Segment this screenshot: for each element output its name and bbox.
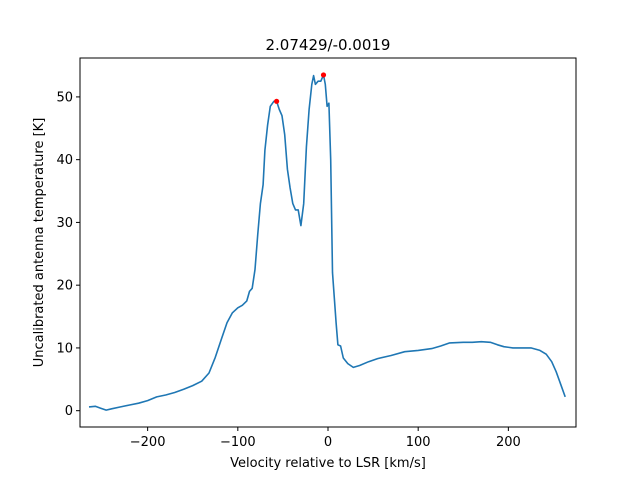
chart-title: 2.07429/-0.0019 <box>266 36 391 54</box>
y-axis: 0 10 20 30 40 50 <box>56 90 80 419</box>
x-axis-label: Velocity relative to LSR [km/s] <box>230 456 426 471</box>
peak-marker <box>273 98 280 104</box>
y-tick-label: 50 <box>56 90 73 105</box>
y-tick-label: 10 <box>56 341 73 356</box>
plot-frame <box>79 57 577 428</box>
x-tick-label: −100 <box>220 435 256 450</box>
y-axis-label: Uncalibrated antenna temperature [K] <box>32 118 47 368</box>
y-tick-label: 40 <box>56 153 73 168</box>
x-tick-label: −200 <box>130 435 166 450</box>
x-tick-label: 100 <box>406 435 431 450</box>
y-tick-label: 0 <box>65 404 73 419</box>
y-tick-label: 20 <box>56 279 73 294</box>
series-line <box>88 74 566 411</box>
x-tick-label: 0 <box>324 435 332 450</box>
y-tick-label: 30 <box>56 216 73 231</box>
peak-marker <box>320 72 327 78</box>
x-axis: −200 −100 0 100 200 <box>130 427 521 450</box>
plot-area <box>88 72 566 411</box>
x-tick-label: 200 <box>496 435 521 450</box>
